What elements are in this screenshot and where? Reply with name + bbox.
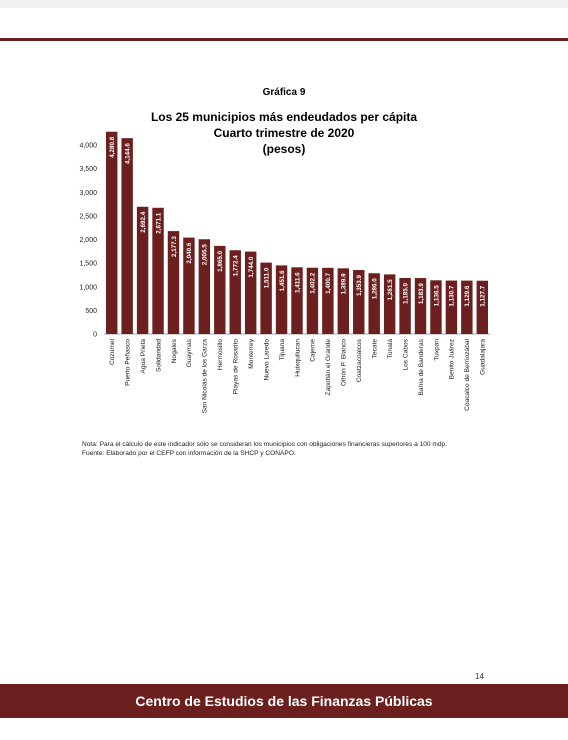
- bar: [368, 273, 380, 334]
- y-tick-label: 1,500: [79, 261, 97, 268]
- bar: [136, 206, 149, 334]
- data-label: 1,130.7: [449, 285, 456, 307]
- y-tick-label: 2,500: [79, 213, 97, 220]
- data-label: 2,040.6: [186, 242, 193, 264]
- y-tick-label: 3,500: [79, 166, 97, 173]
- data-label: 1,129.6: [464, 285, 471, 307]
- bar: [337, 268, 350, 334]
- data-label: 2,692.4: [140, 211, 147, 233]
- data-label: 1,402.2: [310, 272, 317, 294]
- x-tick-label: Guadalajara: [480, 339, 487, 375]
- bar: [383, 274, 396, 334]
- y-tick-label: 3,000: [79, 190, 97, 197]
- source-text: Fuente: Elaborado por el CEFP con inform…: [82, 449, 296, 457]
- x-tick-label: Huixquilucan: [294, 339, 301, 377]
- footer-band: Centro de Estudios de las Finanzas Públi…: [0, 684, 568, 718]
- note-text: Nota: Para el cálculo de este indicador …: [82, 441, 448, 448]
- bar: [260, 262, 272, 334]
- data-label: 1,261.5: [387, 279, 394, 301]
- data-label: 1,772.4: [233, 255, 240, 277]
- data-label: 1,451.6: [279, 270, 286, 292]
- chart-title: Los 25 municipios más endeudados per cáp…: [150, 110, 418, 124]
- bar-chart: 0 500 1,000 1,500 2,000 2,500 3,000 3,500 4,000 4…: [79, 131, 490, 414]
- data-label: 1,400.7: [325, 272, 332, 294]
- y-tick-label: 500: [85, 308, 97, 315]
- bar: [198, 239, 211, 334]
- x-tick-label: Coacalco de Berriozábal: [464, 338, 471, 410]
- data-label: 4,280.8: [109, 136, 116, 158]
- x-tick-label: Cajeme: [310, 339, 317, 362]
- chart-subtitle: Cuarto trimestre de 2020: [213, 126, 355, 140]
- x-tick-label: Tuxpan: [433, 339, 440, 361]
- bar: [229, 250, 241, 334]
- x-tick-label: San Nicolás de los Garza: [202, 339, 209, 414]
- bar: [121, 138, 133, 334]
- bar: [461, 280, 473, 334]
- y-tick-label: 4,000: [79, 143, 97, 150]
- data-label: 4,144.6: [124, 143, 131, 165]
- bar: [476, 280, 488, 334]
- footer-title: Centro de Estudios de las Finanzas Públi…: [135, 693, 433, 709]
- bar: [167, 231, 180, 334]
- x-tick-label: Nuevo Laredo: [263, 339, 270, 381]
- x-tick-label: Solidaridad: [155, 339, 162, 372]
- bar: [322, 267, 334, 334]
- data-label: 1,865.0: [217, 250, 224, 272]
- top-band: [0, 0, 568, 8]
- y-tick-label: 0: [93, 332, 97, 339]
- data-label: 1,127.7: [480, 285, 487, 307]
- data-label: 1,744.0: [248, 256, 255, 278]
- bar: [106, 131, 118, 334]
- data-label: 1,183.9: [418, 283, 425, 305]
- bar: [430, 280, 442, 334]
- chart-notes: Nota: Para el cálculo de este indicador …: [82, 441, 482, 458]
- bar: [306, 267, 319, 334]
- x-tick-label: Agua Prieta: [140, 339, 147, 374]
- bar: [152, 207, 164, 334]
- bar: [214, 245, 226, 334]
- data-label: 1,185.0: [402, 283, 409, 305]
- x-tick-label: Benito Juárez: [449, 339, 456, 379]
- x-tick-label: Puerto Peñasco: [124, 339, 131, 386]
- y-tick-label: 1,000: [79, 284, 97, 291]
- data-label: 2,671.1: [155, 212, 162, 234]
- bar: [244, 251, 257, 334]
- chart-number: Gráfica 9: [262, 87, 306, 98]
- x-tick-label: Bahía de Banderas: [418, 338, 425, 395]
- data-label: 1,411.6: [294, 272, 301, 293]
- data-label: 1,511.0: [263, 267, 270, 288]
- bar: [275, 265, 288, 334]
- bar: [399, 278, 411, 334]
- page-number: 14: [475, 672, 484, 681]
- x-tick-label: Tonalá: [387, 339, 394, 359]
- bar: [183, 237, 195, 334]
- x-tick-label: Monterrey: [248, 338, 255, 368]
- data-label: 1,136.5: [433, 285, 440, 307]
- chart-unit-label: (pesos): [262, 142, 306, 156]
- data-label: 2,177.3: [171, 236, 178, 258]
- x-tick-label: Zapotlán el Grande: [325, 339, 332, 396]
- x-tick-label: Los Cabos: [402, 338, 409, 370]
- data-label: 1,389.9: [341, 273, 348, 295]
- x-tick-label: Nogales: [171, 338, 178, 363]
- y-tick-label: 2,000: [79, 237, 97, 244]
- data-label: 1,353.9: [356, 275, 363, 297]
- x-tick-label: Guaymas: [186, 338, 193, 367]
- x-tick-label: Tijuana: [279, 339, 286, 361]
- bar: [445, 280, 458, 334]
- x-tick-label: Tecate: [372, 339, 379, 359]
- data-label: 2,005.5: [202, 244, 209, 266]
- x-tick-label: Cozumel: [109, 338, 116, 365]
- bar: [291, 267, 303, 334]
- data-label: 1,286.0: [372, 278, 379, 300]
- bar: [414, 278, 427, 334]
- bar: [353, 270, 365, 334]
- x-tick-label: Coatzacoalcos: [356, 338, 363, 382]
- x-tick-label: Othón P. Blanco: [341, 339, 348, 386]
- header-rule: [0, 38, 568, 41]
- x-tick-label: Hermosillo: [217, 339, 224, 370]
- x-tick-label: Playas de Rosarito: [233, 339, 240, 395]
